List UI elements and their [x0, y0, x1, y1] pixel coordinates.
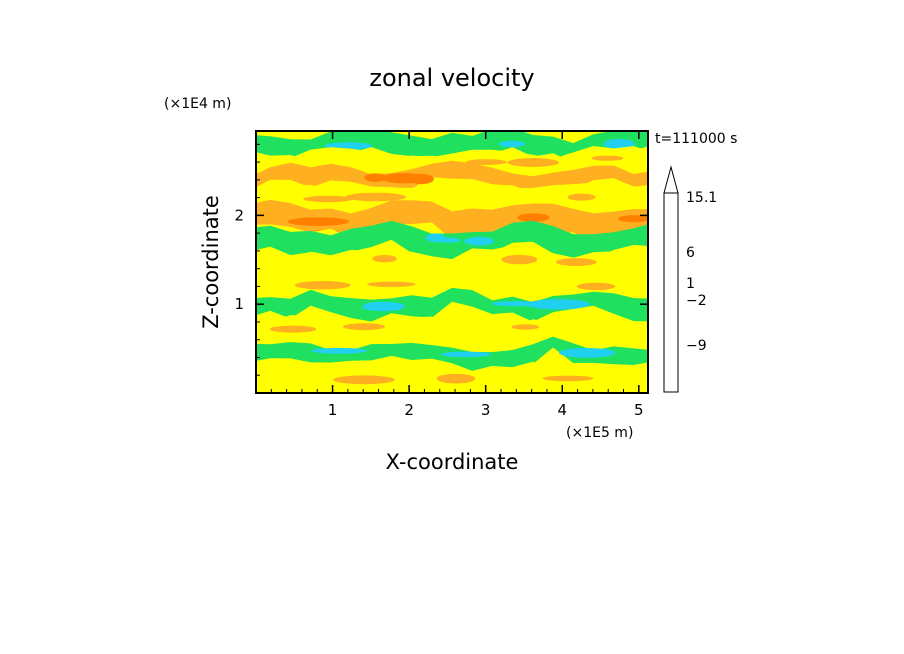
contour-patch — [591, 155, 624, 161]
contour-patch — [287, 217, 350, 227]
contour-band — [256, 182, 648, 218]
chart-title: zonal velocity — [369, 64, 534, 92]
contour-patch — [333, 375, 395, 385]
contour-patch — [542, 375, 594, 382]
colorbar-labels: 15.1 6 1−2 −9 — [686, 190, 717, 354]
x-axis-label: X-coordinate — [386, 450, 519, 474]
colorbar — [663, 165, 679, 393]
y-unit-label: (×1E4 m) — [164, 96, 231, 112]
contour-patch — [498, 140, 525, 148]
x-ticks: 1 2 3 4 5 — [270, 131, 644, 419]
contour-patch — [507, 158, 559, 167]
contour-patch — [511, 324, 540, 330]
contour-patch — [303, 195, 353, 203]
contour-patch — [436, 373, 476, 384]
contour-patch — [367, 281, 416, 288]
contour-patch — [425, 233, 446, 243]
contour-patch — [294, 281, 351, 290]
x-tick-label: 1 — [328, 401, 338, 419]
colorbar-level-label: −9 — [686, 338, 707, 354]
contour-patch — [567, 193, 596, 201]
x-tick-label: 3 — [481, 401, 491, 419]
contour-patch — [526, 299, 590, 310]
contour-patch — [364, 173, 386, 182]
contour-patch — [555, 258, 597, 267]
contour-patch — [343, 323, 385, 331]
contour-band — [256, 131, 648, 163]
colorbar-level-label: 1 — [686, 276, 695, 292]
y-ticks: 12 — [234, 143, 648, 376]
contour-patch — [501, 254, 538, 265]
contour-patch — [311, 347, 368, 354]
x-tick-label: 5 — [634, 401, 644, 419]
contour-patch — [465, 159, 507, 166]
colorbar-frame — [663, 192, 679, 393]
time-label: t=111000 s — [655, 131, 737, 147]
y-tick-label: 2 — [234, 206, 244, 224]
plot-frame — [255, 130, 649, 394]
contour-band — [256, 160, 648, 193]
colorbar-level-label: 6 — [686, 245, 695, 261]
x-tick-label: 4 — [557, 401, 567, 419]
contour-patch — [372, 255, 397, 263]
contour-band — [256, 244, 648, 277]
contour-field — [256, 131, 648, 393]
contour-band — [256, 315, 648, 350]
contour-band — [256, 287, 648, 322]
contour-bands — [256, 131, 648, 393]
colorbar-extend-arrow — [663, 165, 679, 194]
colorbar-level-label: 15.1 — [686, 190, 717, 206]
contour-patch — [362, 301, 405, 312]
contour-patch — [440, 351, 492, 358]
contour-patch — [464, 236, 495, 246]
contour-patch — [408, 173, 434, 185]
contour-patch — [603, 138, 635, 150]
contour-patch — [269, 325, 317, 333]
contour-patch — [618, 215, 648, 223]
y-axis-label: Z-coordinate — [199, 195, 223, 329]
contour-patch — [576, 282, 616, 291]
contour-patch — [517, 213, 550, 222]
x-unit-label: (×1E5 m) — [566, 425, 633, 441]
contour-patch — [345, 192, 407, 202]
x-tick-label: 2 — [404, 401, 414, 419]
y-tick-label: 1 — [234, 295, 244, 313]
colorbar-level-label: −2 — [686, 293, 707, 309]
contour-patch — [559, 348, 616, 358]
contour-band — [256, 268, 648, 300]
